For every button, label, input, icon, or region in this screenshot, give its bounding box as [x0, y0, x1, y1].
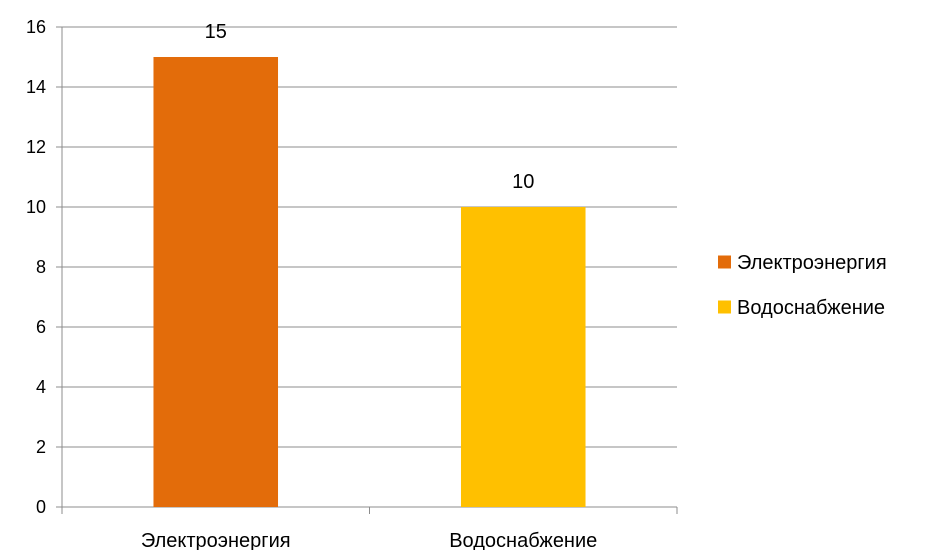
legend: Электроэнергия Водоснабжение	[718, 252, 887, 319]
y-tick-label: 6	[36, 317, 46, 337]
y-tick-label: 8	[36, 257, 46, 277]
legend-item: Электроэнергия	[718, 252, 887, 274]
legend-label: Водоснабжение	[737, 297, 885, 319]
legend-label: Электроэнергия	[737, 252, 887, 274]
y-tick-label: 16	[26, 17, 46, 37]
y-tick-label: 12	[26, 137, 46, 157]
y-tick-label: 4	[36, 377, 46, 397]
y-tick-label: 14	[26, 77, 46, 97]
legend-swatch	[718, 300, 731, 314]
y-tick-label: 0	[36, 497, 46, 517]
y-tick-label: 2	[36, 437, 46, 457]
y-tick-label: 10	[26, 197, 46, 217]
bar-1	[153, 57, 279, 507]
bars	[153, 57, 586, 507]
data-label: 15	[205, 21, 227, 43]
legend-item: Водоснабжение	[718, 297, 885, 319]
bar-2	[460, 207, 586, 507]
legend-swatch	[718, 255, 731, 269]
x-category-label: Водоснабжение	[449, 530, 597, 550]
x-category-label: Электроэнергия	[141, 530, 291, 550]
labels: 0 2 4 6 8 10 12 14 16 15 Электроэнергия 10 Водоснабж…	[26, 17, 597, 552]
data-label: 10	[512, 171, 534, 193]
